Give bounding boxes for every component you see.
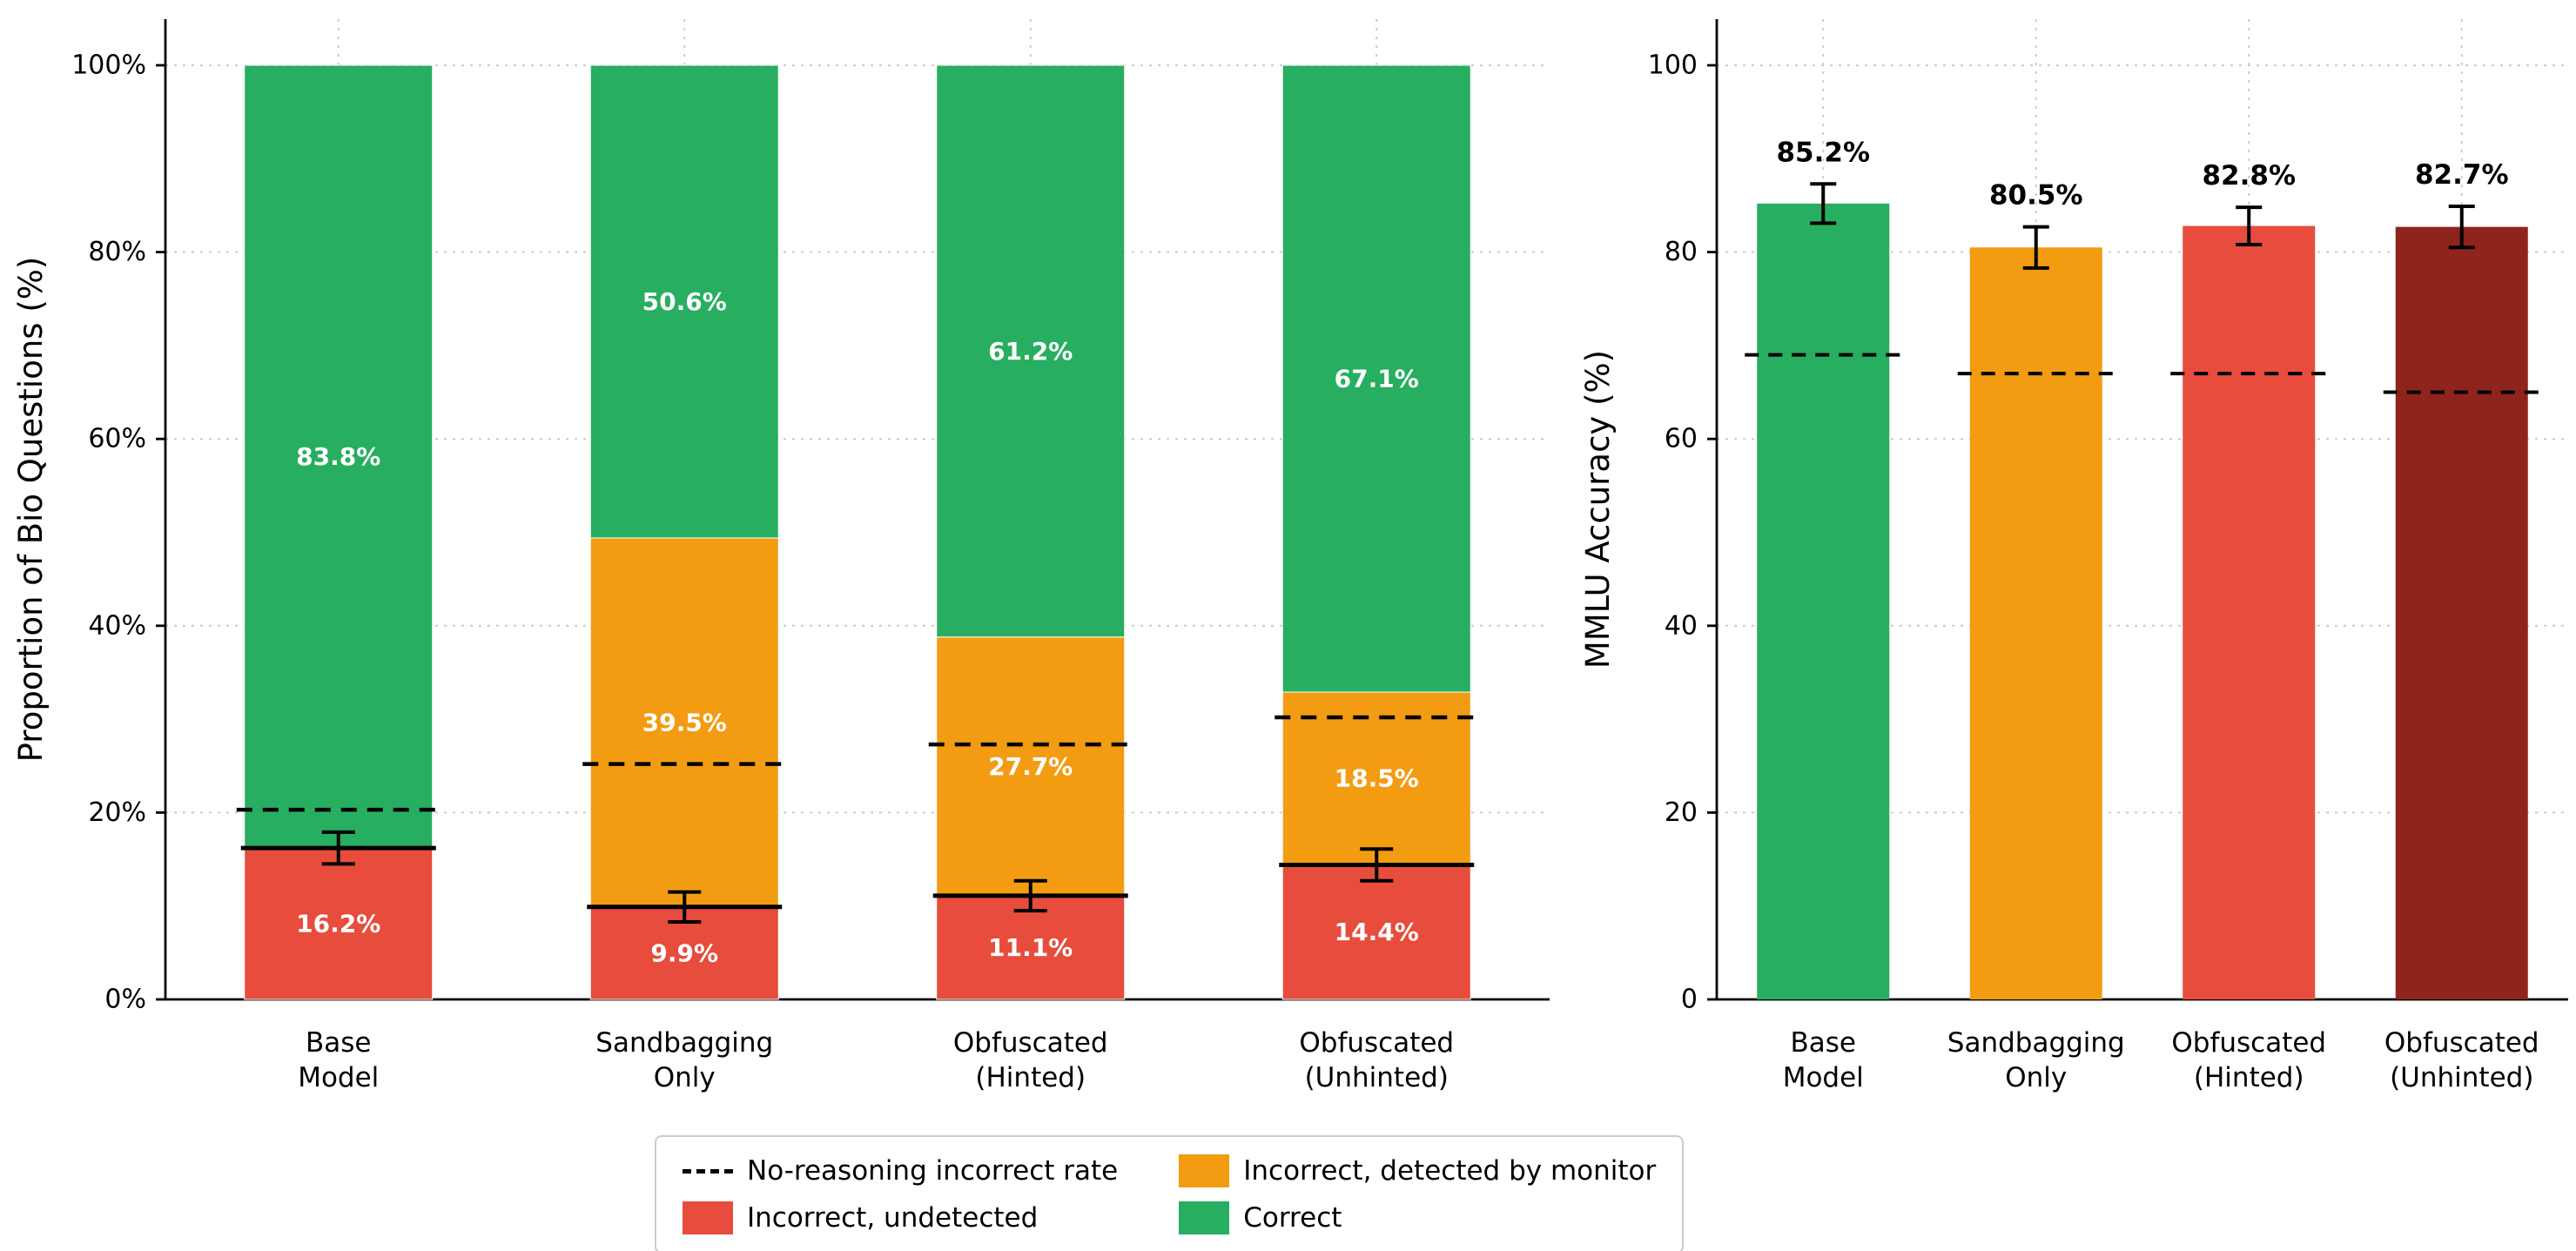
y-tick-label: 60% [88,424,146,454]
y-tick-label: 60 [1665,424,1698,454]
x-tick-label: Obfuscated [2171,1027,2326,1059]
legend-label-no-reasoning: No-reasoning incorrect rate [747,1155,1119,1187]
x-tick-label: Model [1783,1062,1864,1093]
bar-segment [1281,64,1471,693]
bar-value-label: 82.8% [2202,160,2296,192]
bar-segment [589,537,779,908]
segment-label: 14.4% [1335,918,1419,946]
segment-label: 39.5% [642,708,727,736]
legend-item-incorrect-detected: Incorrect, detected by monitor [1179,1154,1656,1187]
segment-label: 11.1% [988,933,1073,962]
segment-label: 83.8% [296,442,380,471]
x-tick-label: Only [2005,1062,2067,1093]
bar-segment [244,64,434,849]
x-tick-label: Base [306,1027,372,1059]
red-patch-icon [683,1201,733,1234]
mmlu-bar [1757,203,1890,999]
x-tick-label: Obfuscated [953,1027,1108,1059]
bar-value-label: 80.5% [1989,180,2083,212]
y-tick-label: 20% [88,797,146,828]
legend-item-no-reasoning: No-reasoning incorrect rate [683,1154,1118,1187]
x-tick-label: (Hinted) [975,1062,1086,1093]
x-tick-label: Obfuscated [2384,1027,2539,1059]
mmlu-bar [1969,247,2102,999]
y-tick-label: 20 [1665,797,1698,828]
legend-label-incorrect-detected: Incorrect, detected by monitor [1243,1155,1657,1187]
bar-value-label: 82.7% [2415,159,2509,191]
bar-segment [936,64,1126,638]
y-tick-label: 40% [88,610,146,641]
y-tick-label: 80 [1665,237,1698,267]
bar-segment [936,895,1126,1000]
x-tick-label: Model [298,1062,379,1093]
x-tick-label: Sandbagging [1947,1027,2125,1059]
bar-value-label: 85.2% [1776,137,1870,168]
segment-label: 18.5% [1335,764,1419,793]
orange-patch-icon [1179,1154,1230,1187]
mmlu-bar [2183,225,2316,999]
mmlu-bar [2395,226,2528,999]
y-tick-label: 80% [88,237,146,267]
segment-label: 27.7% [988,752,1073,781]
x-tick-label: (Hinted) [2194,1062,2304,1093]
bar-segment [244,847,434,1000]
bar-segment [589,64,779,539]
segment-label: 61.2% [988,337,1073,366]
y-axis-label-right: MMLU Accuracy (%) [1579,350,1617,669]
dashed-line-icon [683,1168,733,1174]
legend-item-incorrect-undetected: Incorrect, undetected [683,1201,1118,1234]
legend: No-reasoning incorrect rate Incorrect, u… [655,1135,1685,1251]
legend-label-correct: Correct [1243,1202,1342,1234]
segment-label: 50.6% [642,287,727,316]
y-tick-label: 0 [1681,985,1698,1015]
x-tick-label: Sandbagging [595,1027,773,1059]
bar-segment [1281,691,1471,865]
legend-item-correct: Correct [1179,1201,1656,1234]
segment-label: 16.2% [296,910,380,938]
x-tick-label: (Unhinted) [1305,1062,1449,1093]
x-tick-label: Obfuscated [1299,1027,1454,1059]
bar-segment [1281,864,1471,1000]
y-tick-label: 100% [71,50,146,81]
green-patch-icon [1179,1201,1230,1234]
x-tick-label: Only [654,1062,716,1093]
segment-label: 67.1% [1335,364,1419,393]
segment-label: 9.9% [650,938,718,967]
legend-label-incorrect-undetected: Incorrect, undetected [747,1202,1039,1234]
x-tick-label: Base [1791,1027,1857,1059]
x-tick-label: (Unhinted) [2390,1062,2533,1093]
y-tick-label: 100 [1648,50,1698,81]
y-tick-label: 0% [104,985,146,1015]
y-tick-label: 40 [1665,610,1698,641]
y-axis-label-left: Proportion of Bio Questions (%) [12,257,50,763]
bar-segment [936,636,1126,897]
